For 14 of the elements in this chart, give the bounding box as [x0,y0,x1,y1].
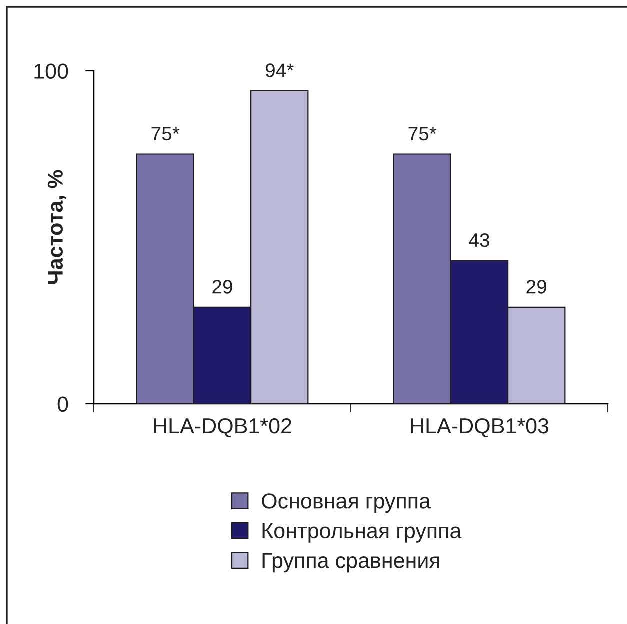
data-label: 75* [408,127,437,141]
data-label: 75* [152,127,180,141]
y-tick-label: 0 [58,396,68,412]
data-label: 29 [526,280,547,294]
legend-label: Основная группа [262,494,431,514]
legend-label: Группа сравнения [262,553,440,573]
x-tick-label: HLA-DQB1*03 [411,418,549,438]
data-label: 43 [469,233,490,248]
y-axis-title: Частота, % [48,170,66,284]
y-tick-label: 100 [34,64,68,80]
x-tick-label: HLA-DQB1*02 [154,418,292,438]
data-label: 29 [212,280,232,294]
legend-label: Контрольная группа [262,524,462,543]
data-label: 94* [266,64,294,78]
